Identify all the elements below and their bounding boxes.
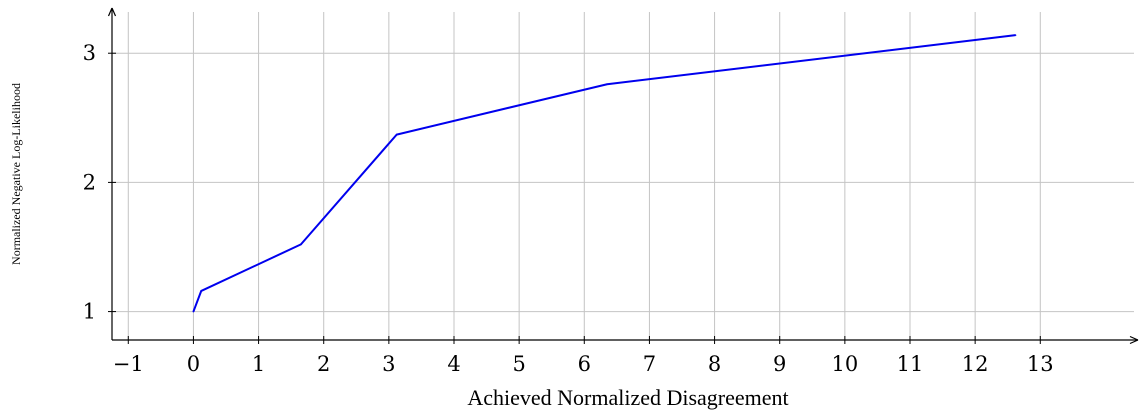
x-tick-label: 4: [447, 352, 460, 376]
x-tick-label: 11: [897, 352, 924, 376]
x-tick-label: 7: [643, 352, 656, 376]
x-tick-label: 12: [962, 352, 989, 376]
x-tick-label: 2: [317, 352, 330, 376]
x-tick-label: 9: [773, 352, 786, 376]
x-tick-label: 6: [578, 352, 591, 376]
axes: [107, 7, 1139, 345]
x-tick-label: 13: [1027, 352, 1054, 376]
data-point: [606, 83, 608, 86]
y-axis-arrow: [107, 7, 117, 17]
x-axis-arrow: [1129, 335, 1139, 345]
x-tick-label: 3: [382, 352, 395, 376]
grid: [112, 12, 1134, 340]
data-point: [200, 290, 203, 292]
y-tick-label: 1: [83, 300, 96, 324]
series-layer: [192, 34, 1017, 313]
x-tick-label: 0: [187, 352, 200, 376]
x-tick-label: 5: [512, 352, 525, 376]
data-point: [1014, 34, 1017, 36]
x-tick-label: −1: [113, 352, 144, 376]
data-point: [395, 133, 398, 136]
x-tick-label: 1: [252, 352, 265, 376]
y-tick-label: 3: [83, 41, 96, 65]
y-axis-label: Normalized Negative Log-Likelihood: [9, 83, 23, 265]
x-tick-label: 10: [831, 352, 858, 376]
data-point: [192, 310, 195, 313]
series-line: [192, 34, 1016, 312]
y-tick-label: 2: [83, 170, 96, 194]
x-axis-label: Achieved Normalized Disagreement: [467, 385, 788, 410]
data-point: [300, 243, 302, 246]
x-tick-label: 8: [708, 352, 721, 376]
